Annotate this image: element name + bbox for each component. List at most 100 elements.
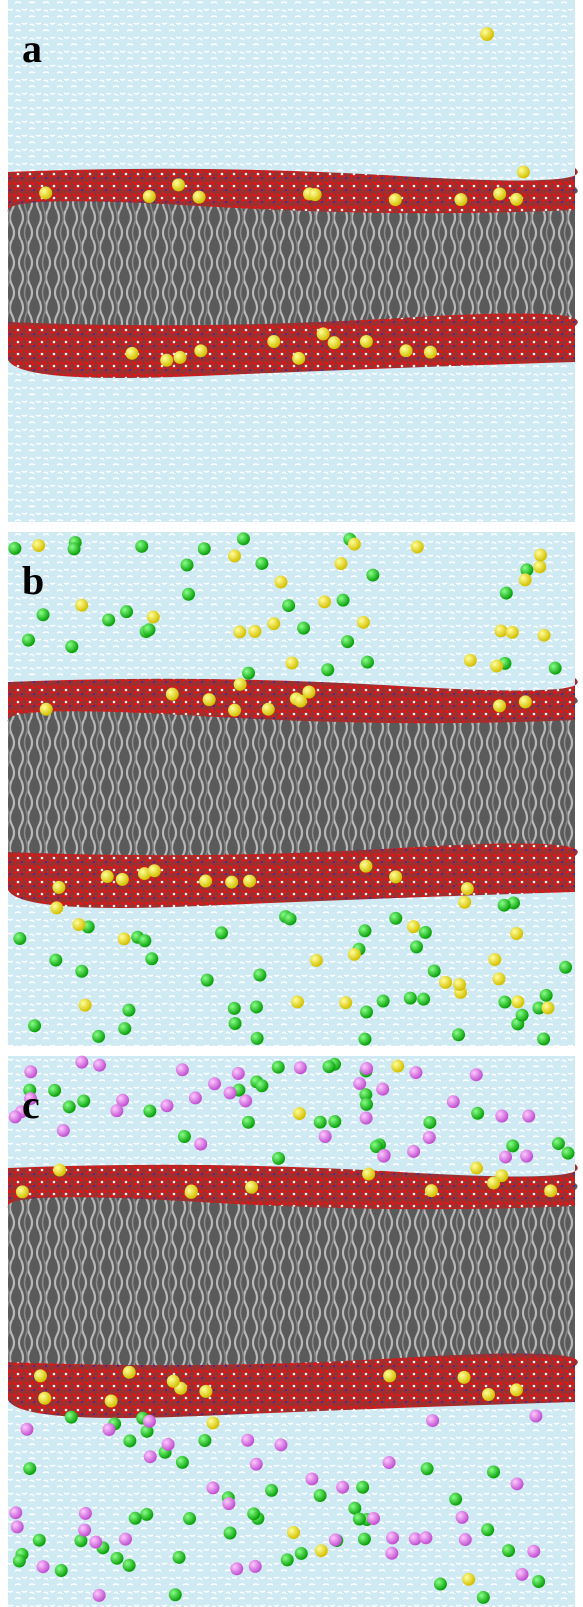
ion (63, 1100, 76, 1113)
ion (122, 1004, 135, 1017)
ion (552, 1137, 565, 1150)
ion (295, 1547, 308, 1560)
bound-ion (389, 193, 402, 206)
bound-ion (199, 1385, 212, 1398)
ion (360, 1006, 373, 1019)
ion (9, 1506, 22, 1519)
ion (57, 1124, 70, 1137)
ion (356, 1481, 369, 1494)
bound-ion (487, 1176, 500, 1189)
ion (323, 1060, 336, 1073)
ion (147, 611, 160, 624)
ion (123, 1559, 136, 1572)
ion (510, 927, 523, 940)
ion (339, 996, 352, 1009)
page: {"panels": [{"label": "a"}, {"label": "b… (0, 0, 583, 1607)
ion (500, 587, 513, 600)
ion (229, 1017, 242, 1030)
ion (230, 1562, 243, 1575)
ion (386, 1531, 399, 1544)
bound-ion (228, 704, 241, 717)
ion (241, 1434, 254, 1447)
ion (89, 1536, 102, 1549)
ion (183, 1512, 196, 1525)
ion (22, 634, 35, 647)
ion (428, 964, 441, 977)
ion (75, 599, 88, 612)
ion (242, 1116, 255, 1129)
bound-ion (34, 1369, 47, 1382)
ion (181, 559, 194, 572)
ion (360, 1112, 373, 1125)
bound-ion (185, 1186, 198, 1199)
bound-ion (510, 1383, 523, 1396)
bound-ion (40, 703, 53, 716)
ion (93, 1059, 106, 1072)
ion (492, 972, 505, 985)
ion (310, 954, 323, 967)
ion (249, 1560, 262, 1573)
bound-ion (389, 870, 402, 883)
ion (215, 926, 228, 939)
ion (360, 1062, 373, 1075)
ion (434, 1578, 447, 1591)
bound-ion (400, 344, 413, 357)
ion (490, 659, 503, 672)
bound-ion (53, 1163, 66, 1176)
ion (361, 656, 374, 669)
bound-ion (454, 193, 467, 206)
ion (173, 1551, 186, 1564)
ion (37, 1560, 50, 1573)
ion (145, 952, 158, 965)
ion (233, 625, 246, 638)
bound-ion (225, 876, 238, 889)
ion (409, 1066, 422, 1079)
bound-ion (470, 1162, 483, 1175)
ion (336, 1481, 349, 1494)
ion (487, 1465, 500, 1478)
ion (169, 1588, 182, 1601)
ion (176, 1456, 189, 1469)
ion (357, 616, 370, 629)
ion (464, 654, 477, 667)
ion (248, 625, 261, 638)
bound-ion (38, 1392, 51, 1405)
ion (11, 1520, 24, 1533)
ion (421, 1462, 434, 1475)
ion (470, 1068, 483, 1081)
ion (250, 1458, 263, 1471)
ion (65, 640, 78, 653)
ion (328, 1115, 341, 1128)
ion (522, 1110, 535, 1123)
ion (23, 1462, 36, 1475)
ion (72, 918, 85, 931)
ion (341, 635, 354, 648)
bound-ion (360, 335, 373, 348)
ion (367, 1512, 380, 1525)
ion (143, 623, 156, 636)
bound-ion (482, 1388, 495, 1401)
bound-ion (362, 1168, 375, 1181)
ion (37, 608, 50, 621)
bound-ion (167, 1375, 180, 1388)
ion (189, 1091, 202, 1104)
ion (426, 1414, 439, 1427)
ion (537, 1032, 550, 1045)
ion (314, 1116, 327, 1129)
ion (194, 1138, 207, 1151)
bound-ion (493, 187, 506, 200)
ion (110, 1552, 123, 1565)
ion (305, 1472, 318, 1485)
ion (13, 1555, 26, 1568)
ion (9, 1110, 22, 1123)
ion (499, 1150, 512, 1163)
ion (182, 588, 195, 601)
ion (471, 1107, 484, 1120)
bound-ion (292, 352, 305, 365)
bound-ion (148, 864, 161, 877)
ion (92, 1030, 105, 1043)
ion (32, 539, 45, 552)
ion (383, 1456, 396, 1469)
bound-ion (493, 699, 506, 712)
ion (337, 594, 350, 607)
